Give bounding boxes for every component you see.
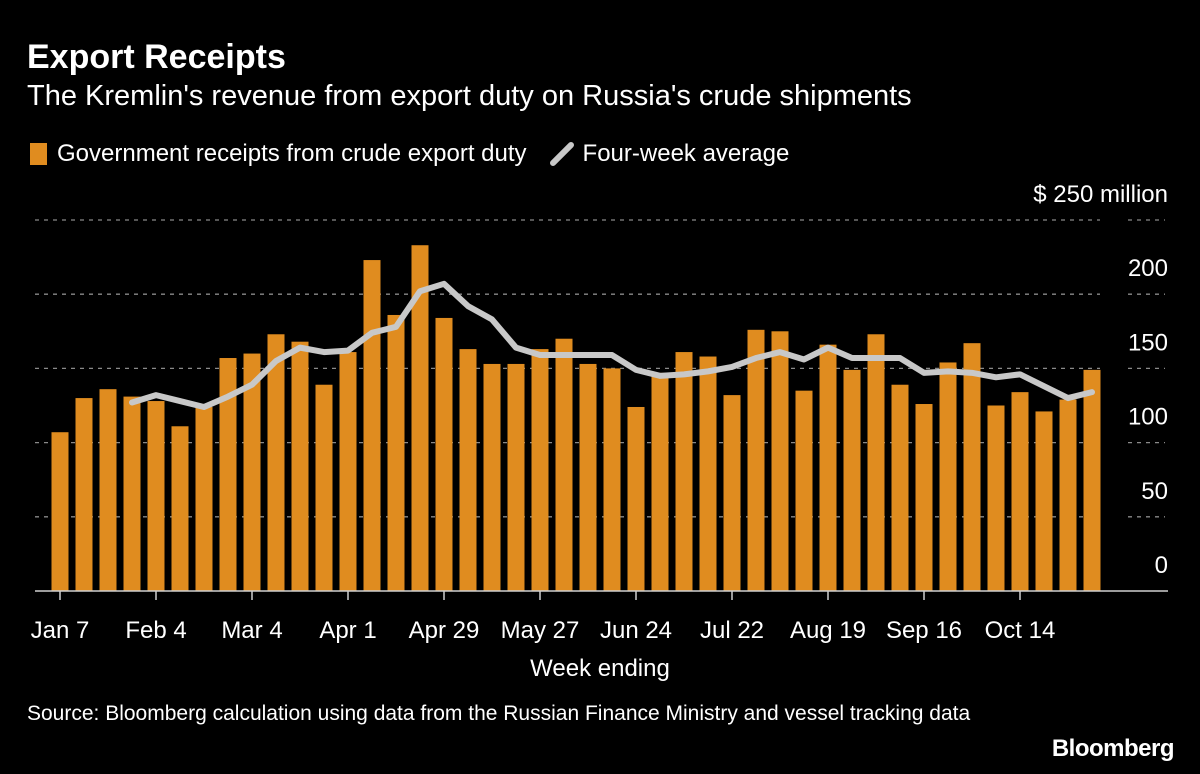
bar (891, 384, 909, 591)
bar (699, 356, 717, 591)
bar (675, 352, 693, 591)
x-tick-label: Jun 24 (600, 617, 672, 644)
bar (747, 329, 765, 591)
bar (531, 349, 549, 591)
x-tick-label: May 27 (501, 617, 580, 644)
bar (339, 352, 357, 591)
x-tick-label: Mar 4 (221, 617, 282, 644)
bar (51, 432, 69, 591)
x-tick-label: Oct 14 (985, 617, 1056, 644)
y-tick-label: 100 (1128, 404, 1168, 431)
bar (123, 396, 141, 591)
bar (1059, 399, 1077, 591)
bar (915, 404, 933, 591)
x-tick-label: Apr 1 (319, 617, 376, 644)
bar (363, 260, 381, 591)
x-tick-label: Sep 16 (886, 617, 962, 644)
x-tick-label: Jan 7 (31, 617, 90, 644)
legend-line-swatch (549, 142, 574, 166)
four-week-average-line (129, 280, 1095, 410)
legend-bar-swatch (30, 143, 47, 165)
bar (459, 349, 477, 591)
bar (1035, 411, 1053, 591)
bar (507, 363, 525, 591)
bar (99, 389, 117, 591)
legend-line-label: Four-week average (582, 140, 790, 167)
bar (867, 334, 885, 591)
bloomberg-logo: Bloomberg (1051, 735, 1175, 762)
bar (555, 338, 573, 591)
chart-title: Export Receipts (27, 38, 286, 76)
bar (795, 390, 813, 591)
bar (579, 363, 597, 591)
legend-bar-label: Government receipts from crude export du… (57, 140, 527, 167)
bar (1083, 369, 1101, 591)
bar (147, 401, 165, 591)
bar (411, 245, 429, 591)
bar (387, 314, 405, 591)
bar (819, 344, 837, 591)
bar (963, 343, 981, 591)
chart-subtitle: The Kremlin's revenue from export duty o… (27, 80, 912, 112)
bar (771, 331, 789, 591)
y-tick-label: $ 250 million (1033, 181, 1168, 208)
y-tick-label: 50 (1141, 478, 1168, 505)
bar (291, 341, 309, 591)
bar (315, 384, 333, 591)
bar (627, 406, 645, 591)
bar (243, 353, 261, 591)
x-axis-title: Week ending (530, 655, 670, 682)
bar (195, 406, 213, 591)
y-tick-label: 200 (1128, 255, 1168, 282)
bar (171, 426, 189, 591)
bar (987, 405, 1005, 591)
legend: Government receipts from crude export du… (30, 140, 789, 168)
x-tick-label: Jul 22 (700, 617, 764, 644)
bar (267, 334, 285, 591)
x-tick-label: Feb 4 (125, 617, 186, 644)
bar (939, 362, 957, 591)
bar (483, 363, 501, 591)
x-tick-label: Aug 19 (790, 617, 866, 644)
x-tick-label: Apr 29 (409, 617, 480, 644)
y-tick-label: 0 (1155, 552, 1168, 579)
bar (219, 358, 237, 591)
source-note: Source: Bloomberg calculation using data… (27, 702, 971, 725)
bar (603, 368, 621, 591)
bar (1011, 392, 1029, 591)
bar (435, 317, 453, 591)
bar (75, 398, 93, 591)
bar (723, 395, 741, 591)
bar (843, 369, 861, 591)
bar (651, 372, 669, 591)
y-tick-label: 150 (1128, 329, 1168, 356)
